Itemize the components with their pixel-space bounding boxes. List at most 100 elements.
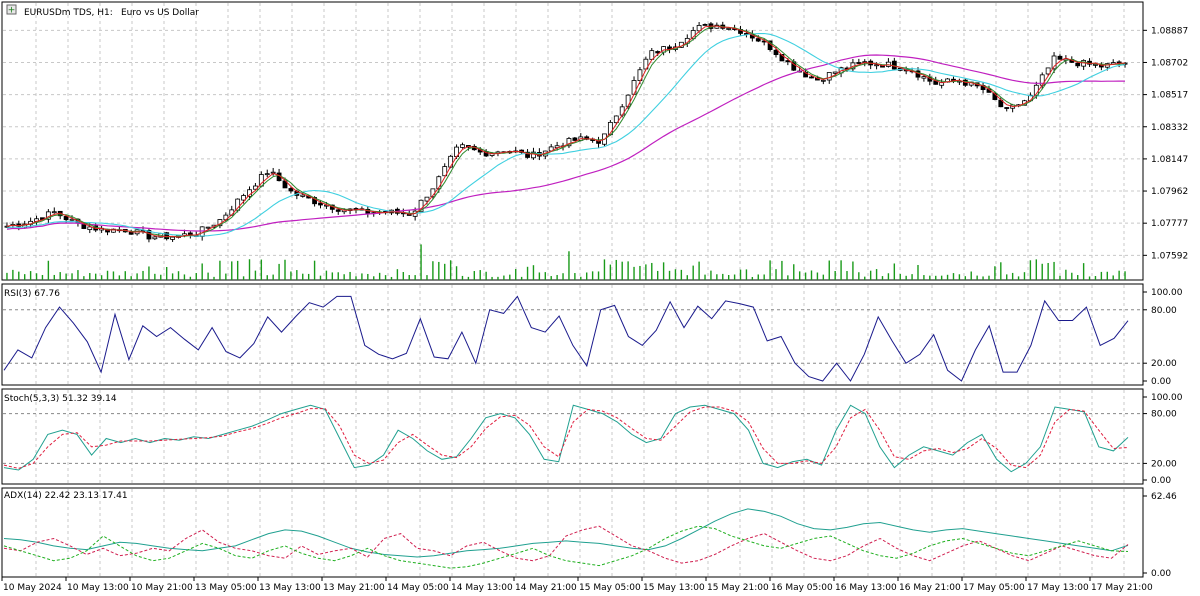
volume-bar bbox=[130, 276, 132, 280]
volume-bar bbox=[952, 273, 955, 280]
volume-bar bbox=[905, 275, 907, 280]
volume-bar bbox=[781, 260, 783, 280]
volume-bar bbox=[1082, 263, 1085, 280]
volume-bar bbox=[710, 270, 712, 280]
adx-title: ADX(14) 22.42 23.13 17.41 bbox=[4, 491, 128, 501]
candle-body bbox=[820, 79, 826, 82]
y-tick-label: 1.07777 bbox=[1151, 219, 1188, 229]
candle-body bbox=[1004, 107, 1010, 109]
volume-bar bbox=[207, 272, 209, 280]
volume-bar bbox=[556, 274, 558, 280]
price-panel bbox=[4, 21, 1128, 280]
volume-bar bbox=[124, 271, 126, 280]
volume-bar bbox=[1112, 275, 1114, 280]
candle-body bbox=[51, 211, 57, 214]
volume-bar bbox=[692, 265, 694, 280]
adx-panel bbox=[3, 508, 1129, 569]
volume-bar bbox=[89, 273, 91, 280]
volume-bar bbox=[935, 275, 937, 280]
candle-body bbox=[531, 151, 536, 159]
axis-labels: 10 May 2024 10 May 13:00 10 May 21:00 13 Ma… bbox=[1, 26, 1188, 593]
candle-body bbox=[170, 236, 176, 240]
volume-bar bbox=[633, 266, 635, 280]
volume-bar bbox=[733, 274, 736, 280]
adx-minus-di-line bbox=[3, 525, 1129, 564]
volume-bar bbox=[538, 272, 541, 280]
volume-bar bbox=[373, 276, 375, 280]
volume-bar bbox=[609, 264, 612, 280]
chart-symbol: EURUSDm TDS, H1: bbox=[24, 8, 113, 18]
volume-bar bbox=[248, 259, 251, 280]
volume-bar bbox=[343, 274, 345, 280]
volume-bar bbox=[858, 272, 860, 280]
volume-bar bbox=[485, 271, 487, 280]
volume-bar bbox=[53, 274, 55, 280]
adx-y-tick-label: 0.00 bbox=[1151, 569, 1171, 579]
volume-bar bbox=[911, 274, 913, 280]
candle-body bbox=[1057, 55, 1063, 60]
volume-bar bbox=[739, 269, 742, 280]
volume-bar bbox=[35, 273, 38, 280]
volume-bar bbox=[1071, 272, 1073, 280]
volume-bar bbox=[337, 272, 339, 280]
volume-bar bbox=[899, 273, 901, 280]
candle-body bbox=[726, 28, 732, 30]
candle-body bbox=[625, 94, 631, 107]
candle-body bbox=[655, 51, 661, 54]
volume-bar bbox=[189, 276, 192, 280]
volume-bar bbox=[59, 272, 61, 280]
candle-body bbox=[63, 216, 69, 221]
volume-bar bbox=[148, 266, 150, 280]
candle-body bbox=[424, 196, 430, 202]
volume-bar bbox=[94, 273, 97, 280]
volume-bar bbox=[580, 276, 582, 280]
volume-bar bbox=[236, 260, 239, 280]
volume-bar bbox=[355, 276, 357, 280]
volume-bar bbox=[852, 261, 854, 280]
volume-bar bbox=[177, 271, 180, 280]
stoch-title: Stoch(5,3,3) 51.32 39.14 bbox=[4, 394, 117, 404]
y-tick-label: 1.08332 bbox=[1151, 123, 1188, 133]
volume-bar bbox=[390, 276, 393, 280]
volume-bar bbox=[1124, 271, 1126, 280]
volume-bar bbox=[47, 260, 50, 280]
volume-bar bbox=[378, 272, 381, 280]
candle-body bbox=[613, 115, 619, 124]
volume-bar bbox=[77, 270, 79, 280]
x-tick-label: 13 May 21:00 bbox=[323, 583, 385, 593]
volume-bar bbox=[414, 275, 416, 280]
volume-bar bbox=[615, 259, 617, 280]
volume-bar bbox=[396, 269, 399, 280]
volume-bar bbox=[479, 270, 481, 280]
candle-body bbox=[300, 194, 306, 197]
stoch-frame bbox=[1, 388, 1144, 485]
volume-bar bbox=[106, 270, 109, 280]
volume-bar bbox=[438, 261, 440, 280]
volume-bar bbox=[574, 273, 576, 280]
ma-slow-line bbox=[6, 54, 1125, 232]
volume-bar bbox=[745, 269, 748, 280]
volume-bar bbox=[822, 274, 825, 280]
volume-bar bbox=[893, 263, 896, 280]
volume-bar bbox=[532, 265, 535, 280]
volume-bar bbox=[704, 274, 706, 280]
volume-bar bbox=[118, 275, 121, 280]
candle-body bbox=[874, 64, 879, 67]
volume-bar bbox=[639, 265, 641, 280]
volume-bar bbox=[136, 273, 138, 280]
candle-body bbox=[1075, 62, 1081, 67]
volume-bar bbox=[444, 263, 446, 280]
panel-frames bbox=[1, 1, 1144, 578]
plus-square-icon[interactable] bbox=[6, 4, 17, 15]
candle-body bbox=[1051, 55, 1057, 70]
volume-bar bbox=[154, 273, 156, 280]
x-tick-label: 15 May 05:00 bbox=[579, 583, 641, 593]
volume-bar bbox=[213, 276, 215, 280]
stoch-y-tick-label: 100.00 bbox=[1151, 393, 1183, 403]
volume-bar bbox=[875, 269, 878, 280]
rsi-y-tick-label: 80.00 bbox=[1151, 306, 1177, 316]
volume-bar bbox=[1000, 262, 1002, 280]
volume-bar bbox=[544, 272, 546, 280]
candle-body bbox=[164, 232, 170, 240]
y-tick-label: 1.08147 bbox=[1151, 155, 1188, 165]
